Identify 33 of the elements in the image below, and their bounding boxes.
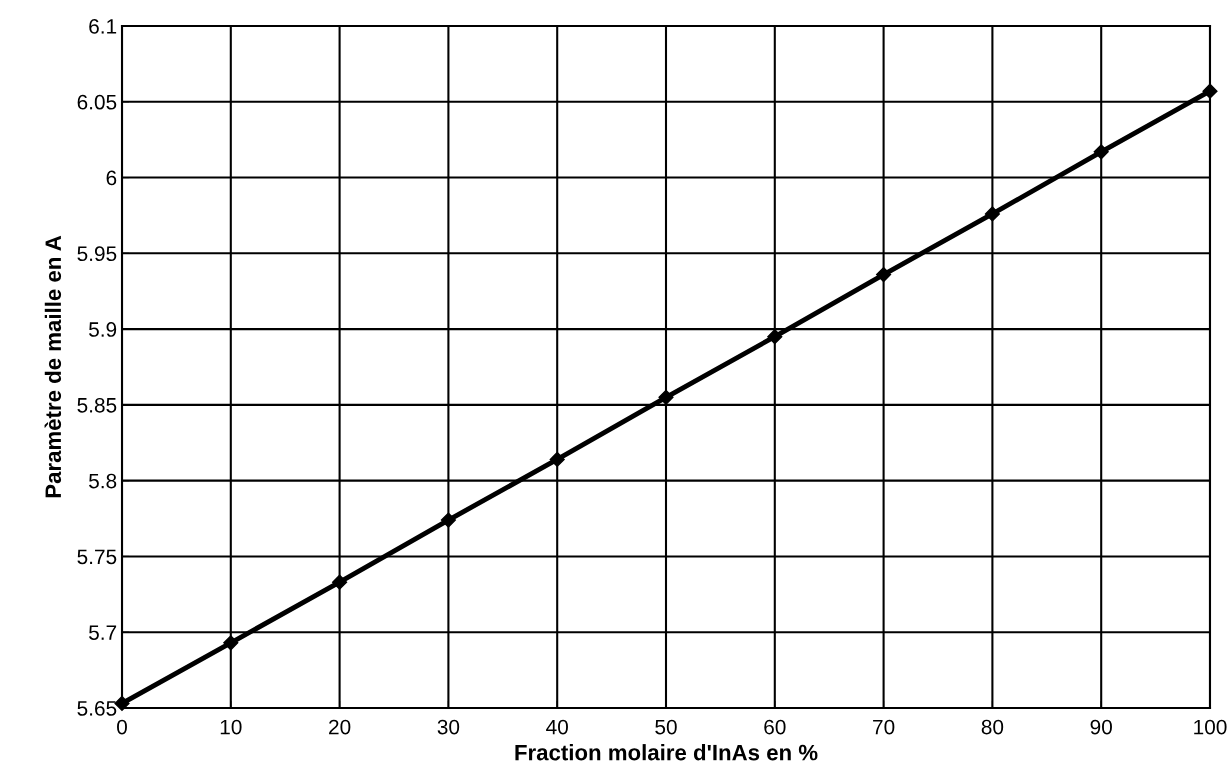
x-tick-label: 50 (655, 719, 677, 735)
point (984, 206, 1000, 222)
y-tick-label: 6.1 (89, 19, 117, 34)
point (658, 389, 674, 405)
x-tick-label: 40 (546, 719, 568, 735)
y-tick-label: 5.9 (89, 322, 117, 337)
x-tick-label: 20 (329, 719, 351, 735)
x-tick-label: 100 (1194, 719, 1227, 735)
point (1093, 144, 1109, 160)
point (767, 329, 783, 345)
point (876, 266, 892, 283)
point (223, 635, 239, 651)
point (332, 574, 348, 590)
y-tick-label: 5.95 (77, 246, 117, 262)
x-tick-label: 70 (873, 719, 895, 735)
y-tick-label: 5.8 (89, 473, 117, 489)
x-tick-label: 90 (1090, 719, 1112, 735)
point (1202, 83, 1218, 99)
y-tick-label: 6.05 (77, 94, 117, 110)
x-tick-label: 30 (437, 719, 460, 735)
x-tick-label: 10 (220, 719, 242, 735)
y-tick-label: 5.7 (89, 625, 117, 640)
x-axis-title: Fraction molaire d'InAs en % (515, 744, 818, 761)
y-axis-title: Paramètre de maille en A (44, 235, 62, 498)
x-tick-label: 80 (981, 719, 1004, 735)
y-tick-label: 5.75 (77, 549, 117, 565)
y-tick-label: 6 (106, 170, 117, 186)
y-tick-label: 5.65 (77, 701, 117, 716)
point (440, 512, 456, 528)
x-tick-label: 0 (117, 719, 127, 735)
x-tick-label: 60 (764, 719, 786, 735)
y-tick-label: 5.85 (77, 397, 117, 413)
point (549, 451, 565, 468)
